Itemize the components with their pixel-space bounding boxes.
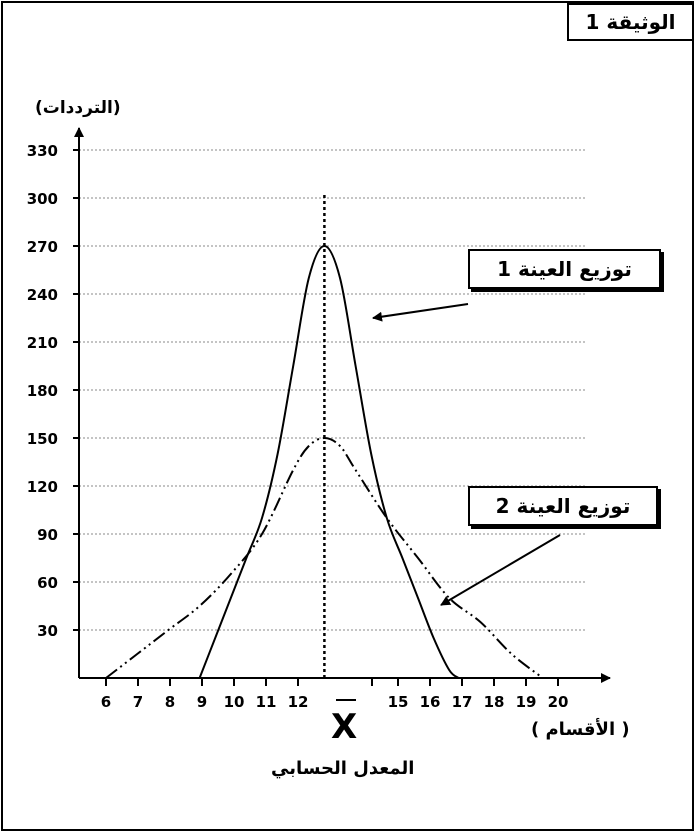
mean-label: المعدل الحسابي xyxy=(271,758,415,779)
x-tick-label: 11 xyxy=(256,693,277,711)
mean-symbol: X xyxy=(331,707,358,747)
y-tick-label: 30 xyxy=(37,622,58,640)
y-tick-label: 60 xyxy=(37,574,58,592)
y-tick-label: 150 xyxy=(27,430,58,448)
series-1-pointer xyxy=(372,303,469,322)
y-tick-label: 300 xyxy=(27,190,58,208)
y-tick-label: 210 xyxy=(27,334,58,352)
legend-series-1: توزيع العينة 1 xyxy=(468,249,661,289)
y-tick-label: 240 xyxy=(27,286,58,304)
x-tick-label: 20 xyxy=(548,693,569,711)
x-tick-label: 10 xyxy=(224,693,245,711)
x-tick-label: 17 xyxy=(452,693,473,711)
document-title: الوثيقة 1 xyxy=(567,3,694,41)
x-tick-label: 19 xyxy=(516,693,537,711)
y-tick-label: 270 xyxy=(27,238,58,256)
y-axis-label: (الترددات) xyxy=(35,98,121,118)
x-tick-label: 16 xyxy=(420,693,441,711)
x-tick-label: 18 xyxy=(484,693,505,711)
x-tick-label: 8 xyxy=(165,693,175,711)
y-tick-label: 180 xyxy=(27,382,58,400)
x-tick-label: 12 xyxy=(288,693,309,711)
y-tick-label: 330 xyxy=(27,142,58,160)
series-1-curve xyxy=(198,244,460,679)
y-tick-label: 120 xyxy=(27,478,58,496)
x-tick-label: 6 xyxy=(101,693,111,711)
x-tick-label: 7 xyxy=(133,693,143,711)
legend-series-2: توزيع العينة 2 xyxy=(468,486,658,526)
x-axis-label: ( الأقسام ) xyxy=(531,719,630,740)
x-tick-label: 9 xyxy=(197,693,207,711)
y-tick-label: 90 xyxy=(37,526,58,544)
series-2-pointer xyxy=(440,534,561,606)
x-tick-label: 15 xyxy=(388,693,409,711)
